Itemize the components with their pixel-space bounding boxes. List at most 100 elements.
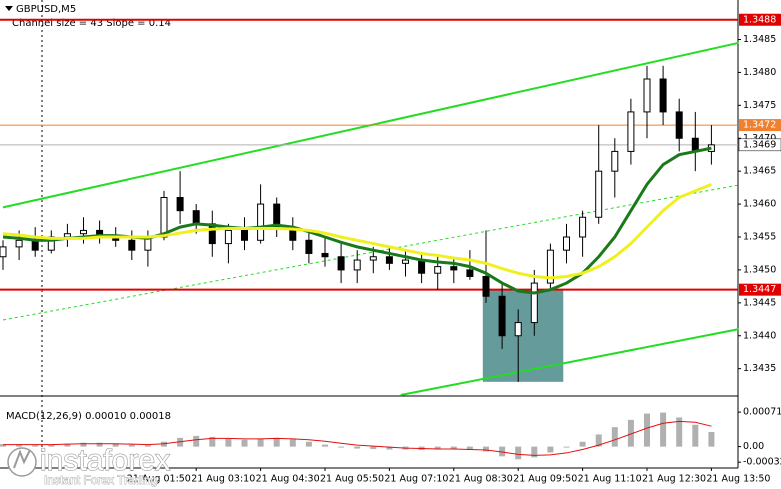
candle-body bbox=[241, 229, 248, 241]
candle-body bbox=[80, 229, 87, 235]
candle-body bbox=[434, 266, 442, 274]
y-tick-label: 1.3450 bbox=[743, 264, 776, 275]
y-tick-label: 1.3465 bbox=[743, 166, 776, 177]
candle-body bbox=[530, 282, 538, 324]
y-tick-label: 1.3435 bbox=[743, 363, 776, 374]
level-label: 1.3469 bbox=[743, 139, 776, 150]
y-tick-label: 1.3470 bbox=[743, 133, 776, 144]
tagline: Instant Forex Trading bbox=[44, 473, 157, 487]
candle-body bbox=[691, 137, 699, 152]
macd-bar bbox=[515, 446, 522, 460]
macd-bar bbox=[48, 444, 55, 447]
macd-bar bbox=[289, 439, 296, 447]
macd-bar bbox=[595, 434, 602, 447]
macd-bar bbox=[225, 438, 232, 447]
macd-bar bbox=[370, 446, 377, 450]
symbol-arrow bbox=[5, 6, 13, 11]
macd-bar bbox=[96, 442, 103, 447]
candle-body bbox=[611, 150, 619, 172]
macd-bar bbox=[466, 446, 473, 451]
candle-body bbox=[257, 203, 265, 241]
candle-body bbox=[305, 239, 313, 254]
brand: instaforex bbox=[40, 444, 170, 477]
candle-body bbox=[643, 78, 651, 113]
candle-body bbox=[482, 276, 490, 297]
macd-bar bbox=[257, 438, 264, 447]
macd-signal bbox=[3, 420, 712, 456]
x-tick-label: 21 Aug 03:10 bbox=[191, 474, 255, 485]
y-tick-label: -0.00032 bbox=[743, 457, 781, 468]
macd-bar bbox=[193, 435, 200, 447]
level-marker bbox=[738, 138, 781, 152]
x-tick-label: 21 Aug 08:30 bbox=[449, 474, 513, 485]
macd-bar bbox=[80, 442, 87, 447]
macd-bar bbox=[322, 444, 328, 447]
macd-bar bbox=[611, 427, 618, 447]
y-tick-label: 1.3475 bbox=[743, 100, 776, 111]
candle-body bbox=[321, 252, 329, 258]
candle-body bbox=[418, 259, 426, 274]
macd-bar bbox=[128, 444, 135, 447]
macd-bar bbox=[112, 443, 119, 447]
level-marker bbox=[739, 13, 781, 26]
y-tick-label: 1.3485 bbox=[743, 34, 776, 45]
candle-body bbox=[192, 210, 200, 225]
macd-bar bbox=[644, 413, 650, 447]
macd-bar bbox=[483, 446, 489, 452]
candle-body bbox=[369, 256, 377, 261]
candle-body bbox=[675, 111, 683, 139]
candle-body bbox=[546, 249, 554, 284]
x-tick-label: 21 Aug 04:30 bbox=[256, 474, 320, 485]
x-tick-label: 21 Aug 13:50 bbox=[706, 474, 770, 485]
macd-bar bbox=[386, 446, 393, 450]
candle-body bbox=[63, 233, 71, 238]
candle-body bbox=[385, 256, 393, 264]
macd-bar bbox=[0, 444, 6, 447]
candle-body bbox=[160, 197, 168, 238]
macd-bar bbox=[692, 424, 699, 447]
macd-bar bbox=[32, 445, 39, 447]
macd-bar bbox=[16, 444, 23, 447]
macd-bar bbox=[450, 446, 457, 450]
x-tick-label: 21 Aug 12:30 bbox=[642, 474, 706, 485]
candle-body bbox=[514, 322, 522, 337]
level-marker bbox=[739, 119, 781, 132]
y-tick-label: 1.3455 bbox=[743, 232, 776, 243]
candle-body bbox=[128, 239, 136, 251]
macd-bar bbox=[305, 441, 312, 447]
candle-body bbox=[466, 269, 474, 277]
y-tick-label: 1.3445 bbox=[743, 297, 776, 308]
macd-bar bbox=[563, 446, 570, 448]
candle-body bbox=[15, 239, 23, 248]
trend-line bbox=[2, 184, 739, 321]
macd-bar bbox=[547, 446, 554, 453]
candle-body bbox=[450, 266, 458, 271]
candle-body bbox=[579, 216, 587, 238]
macd-bar bbox=[660, 412, 667, 447]
level-marker bbox=[739, 283, 781, 296]
moving-average bbox=[2, 182, 712, 280]
macd-bar bbox=[627, 419, 634, 447]
y-tick-label: 0.00 bbox=[743, 441, 764, 452]
candle-body bbox=[659, 78, 667, 113]
macd-bar bbox=[531, 446, 538, 458]
x-tick-label: 21 Aug 09:50 bbox=[513, 474, 577, 485]
macd-bar bbox=[434, 446, 441, 450]
candle-body bbox=[563, 236, 570, 251]
x-tick-label: 21 Aug 11:10 bbox=[578, 474, 642, 485]
symbol-label: GBPUSD,M5 bbox=[16, 4, 76, 15]
candle-body bbox=[353, 259, 361, 271]
y-tick-label: 1.3480 bbox=[743, 67, 776, 78]
level-label: 1.3488 bbox=[743, 14, 776, 25]
macd-bar bbox=[708, 432, 715, 447]
candle-body bbox=[402, 259, 409, 264]
candle-body bbox=[337, 256, 345, 271]
macd-title: MACD(12,26,9) 0.00010 0.00018 bbox=[6, 411, 171, 422]
candle-body bbox=[176, 197, 184, 212]
candle-body bbox=[627, 111, 635, 152]
x-tick-label: 21 Aug 07:10 bbox=[384, 474, 448, 485]
macd-bar bbox=[273, 437, 280, 447]
channel-label: Channel size = 43 Slope = 0.14 bbox=[12, 18, 171, 29]
level-label: 1.3447 bbox=[743, 284, 776, 295]
